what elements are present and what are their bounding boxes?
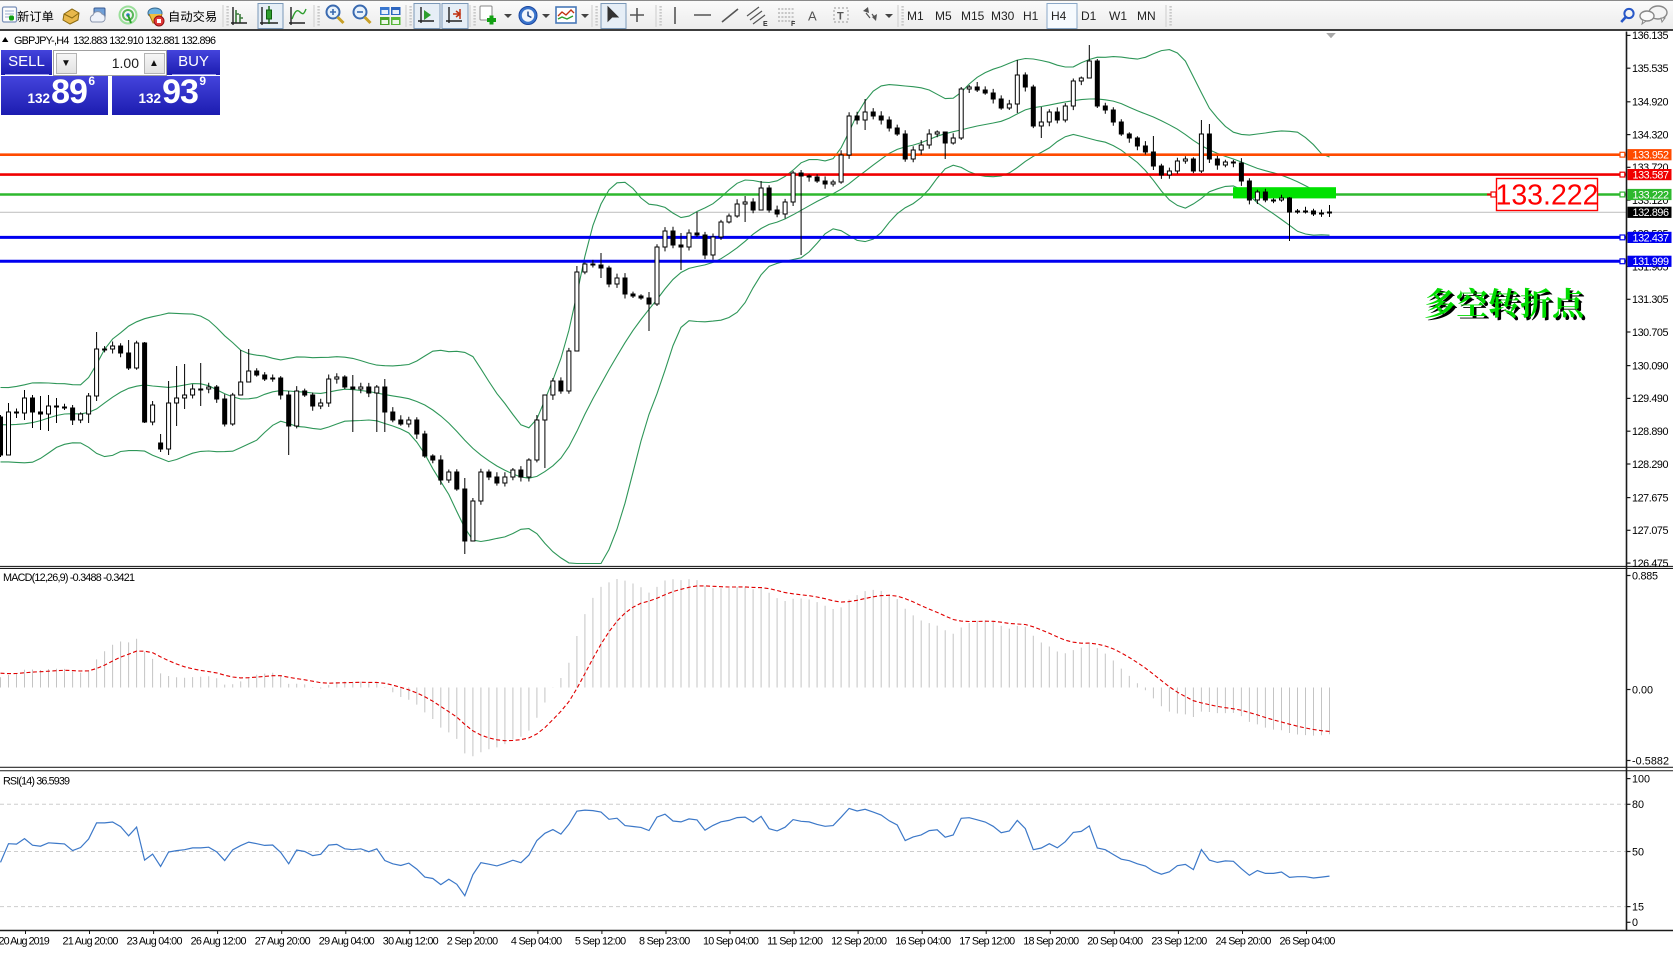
svg-text:A: A	[808, 9, 817, 24]
svg-text:100: 100	[1632, 773, 1650, 785]
svg-text:E: E	[763, 21, 768, 28]
svg-text:134.320: 134.320	[1632, 129, 1669, 141]
svg-text:30 Aug 12:00: 30 Aug 12:00	[383, 936, 439, 948]
svg-text:133.952: 133.952	[1633, 150, 1670, 162]
svg-text:MN: MN	[1137, 9, 1156, 23]
svg-text:H4: H4	[1051, 9, 1067, 23]
svg-text:F: F	[791, 21, 796, 28]
svg-text:-0.5882: -0.5882	[1632, 755, 1669, 767]
svg-text:134.920: 134.920	[1632, 97, 1669, 109]
svg-text:130.705: 130.705	[1632, 327, 1669, 339]
svg-text:131.999: 131.999	[1633, 256, 1670, 268]
svg-text:131.305: 131.305	[1632, 294, 1669, 306]
svg-text:0: 0	[1632, 917, 1638, 929]
svg-text:M5: M5	[935, 9, 952, 23]
svg-text:130.090: 130.090	[1632, 360, 1669, 372]
svg-text:MACD(12,26,9) -0.3488 -0.3421: MACD(12,26,9) -0.3488 -0.3421	[3, 572, 135, 584]
svg-text:H1: H1	[1023, 9, 1039, 23]
svg-text:W1: W1	[1109, 9, 1127, 23]
svg-text:T: T	[837, 11, 844, 23]
svg-text:133.587: 133.587	[1633, 170, 1670, 182]
svg-text:17 Sep 12:00: 17 Sep 12:00	[959, 936, 1015, 948]
svg-text:M30: M30	[991, 9, 1015, 23]
svg-text:RSI(14) 36.5939: RSI(14) 36.5939	[3, 776, 70, 788]
svg-text:12 Sep 20:00: 12 Sep 20:00	[831, 936, 887, 948]
svg-text:26 Aug 12:00: 26 Aug 12:00	[191, 936, 247, 948]
svg-text:20 Aug 2019: 20 Aug 2019	[0, 936, 50, 948]
svg-text:80: 80	[1632, 799, 1644, 811]
svg-text:132.437: 132.437	[1633, 232, 1670, 244]
svg-text:129.490: 129.490	[1632, 393, 1669, 405]
svg-text:29 Aug 04:00: 29 Aug 04:00	[319, 936, 375, 948]
svg-text:D1: D1	[1081, 9, 1097, 23]
svg-text:5 Sep 12:00: 5 Sep 12:00	[575, 936, 626, 948]
svg-text:50: 50	[1632, 846, 1644, 858]
svg-text:128.290: 128.290	[1632, 459, 1669, 471]
svg-text:27 Aug 20:00: 27 Aug 20:00	[255, 936, 311, 948]
svg-text:23 Aug 04:00: 23 Aug 04:00	[127, 936, 183, 948]
svg-text:26 Sep 04:00: 26 Sep 04:00	[1280, 936, 1336, 948]
svg-text:24 Sep 20:00: 24 Sep 20:00	[1216, 936, 1272, 948]
svg-text:0.00: 0.00	[1632, 684, 1653, 696]
svg-text:M1: M1	[907, 9, 924, 23]
svg-text:133.222: 133.222	[1495, 180, 1598, 212]
svg-text:20 Sep 04:00: 20 Sep 04:00	[1087, 936, 1143, 948]
svg-text:21 Aug 20:00: 21 Aug 20:00	[63, 936, 119, 948]
svg-text:23 Sep 12:00: 23 Sep 12:00	[1151, 936, 1207, 948]
svg-text:M15: M15	[961, 9, 985, 23]
svg-text:15: 15	[1632, 901, 1644, 913]
svg-text:128.890: 128.890	[1632, 426, 1669, 438]
svg-text:126.475: 126.475	[1632, 558, 1669, 570]
svg-text:GBPJPY-,H4 132.883 132.910 13: GBPJPY-,H4 132.883 132.910 132.881 132.8…	[14, 35, 216, 47]
svg-text:127.075: 127.075	[1632, 525, 1669, 537]
svg-text:10 Sep 04:00: 10 Sep 04:00	[703, 936, 759, 948]
svg-text:132.896: 132.896	[1633, 207, 1670, 219]
svg-text:133.222: 133.222	[1633, 189, 1670, 201]
svg-text:135.535: 135.535	[1632, 63, 1669, 75]
svg-text:127.675: 127.675	[1632, 492, 1669, 504]
svg-text:4 Sep 04:00: 4 Sep 04:00	[511, 936, 562, 948]
svg-text:2 Sep 20:00: 2 Sep 20:00	[447, 936, 498, 948]
svg-text:8 Sep 23:00: 8 Sep 23:00	[639, 936, 690, 948]
svg-text:136.135: 136.135	[1632, 30, 1669, 42]
svg-text:11 Sep 12:00: 11 Sep 12:00	[767, 936, 823, 948]
svg-text:18 Sep 20:00: 18 Sep 20:00	[1023, 936, 1079, 948]
svg-text:0.885: 0.885	[1632, 570, 1658, 582]
svg-text:16 Sep 04:00: 16 Sep 04:00	[895, 936, 951, 948]
